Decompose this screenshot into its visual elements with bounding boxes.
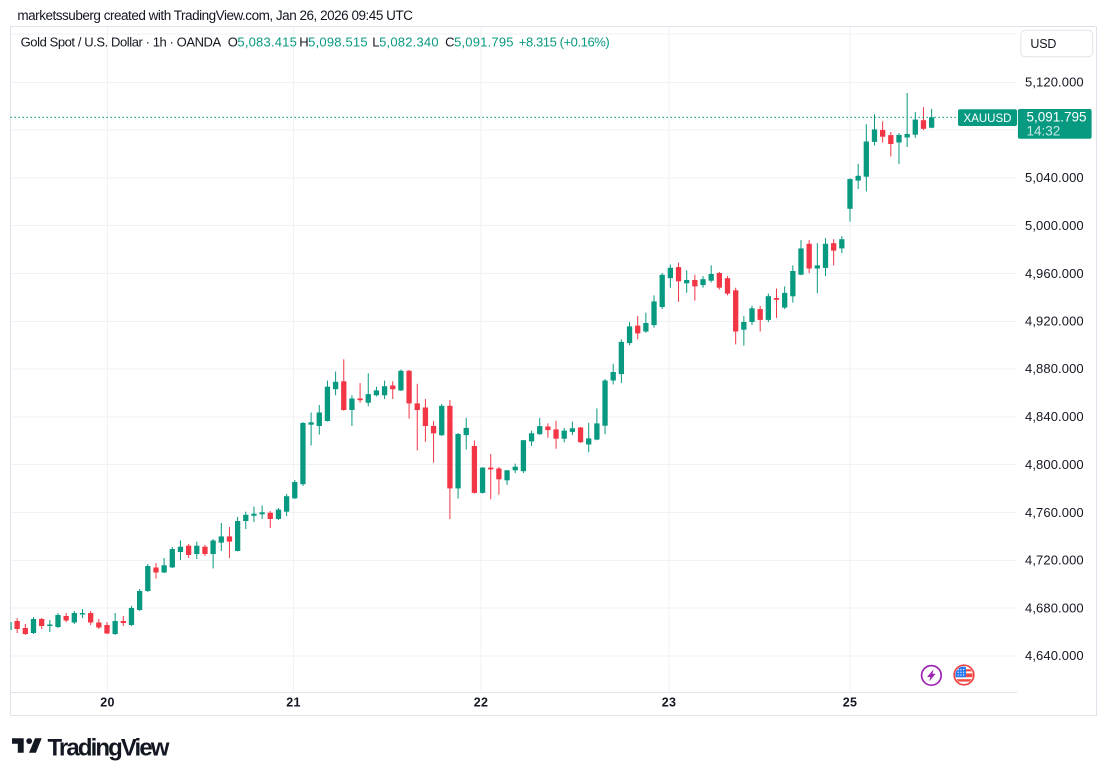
svg-text:H5,098.515: H5,098.515 xyxy=(299,34,368,49)
svg-text:4,800.000: 4,800.000 xyxy=(1025,457,1084,472)
svg-text:4,680.000: 4,680.000 xyxy=(1025,600,1084,615)
svg-text:20: 20 xyxy=(100,696,115,710)
svg-text:5,091.795: 5,091.795 xyxy=(1027,110,1087,125)
svg-text:XAUUSD: XAUUSD xyxy=(964,113,1012,125)
svg-text:marketssuberg created with Tra: marketssuberg created with TradingView.c… xyxy=(17,8,413,23)
svg-text:TradingView: TradingView xyxy=(48,734,170,761)
svg-text:4,640.000: 4,640.000 xyxy=(1025,648,1084,663)
svg-text:22: 22 xyxy=(474,696,489,710)
svg-text:O5,083.415: O5,083.415 xyxy=(228,34,297,49)
svg-text:4,720.000: 4,720.000 xyxy=(1025,553,1084,568)
svg-text:C5,091.795: C5,091.795 xyxy=(445,34,514,49)
svg-text:14:32: 14:32 xyxy=(1027,123,1061,138)
svg-text:5,040.000: 5,040.000 xyxy=(1025,170,1084,185)
svg-text:4,960.000: 4,960.000 xyxy=(1025,266,1084,281)
svg-text:+8.315 (+0.16%): +8.315 (+0.16%) xyxy=(519,34,610,49)
svg-text:25: 25 xyxy=(843,696,858,710)
svg-text:5,120.000: 5,120.000 xyxy=(1025,75,1084,90)
svg-text:4,840.000: 4,840.000 xyxy=(1025,409,1084,424)
svg-text:4,760.000: 4,760.000 xyxy=(1025,505,1084,520)
svg-text:4,880.000: 4,880.000 xyxy=(1025,361,1084,376)
svg-text:21: 21 xyxy=(286,696,301,710)
svg-text:Gold Spot / U.S. Dollar · 1h ·: Gold Spot / U.S. Dollar · 1h · OANDA xyxy=(21,34,222,49)
svg-text:USD: USD xyxy=(1030,37,1056,51)
svg-text:L5,082.340: L5,082.340 xyxy=(372,34,438,49)
svg-text:23: 23 xyxy=(662,696,677,710)
svg-text:4,920.000: 4,920.000 xyxy=(1025,314,1084,329)
svg-text:5,000.000: 5,000.000 xyxy=(1025,218,1084,233)
